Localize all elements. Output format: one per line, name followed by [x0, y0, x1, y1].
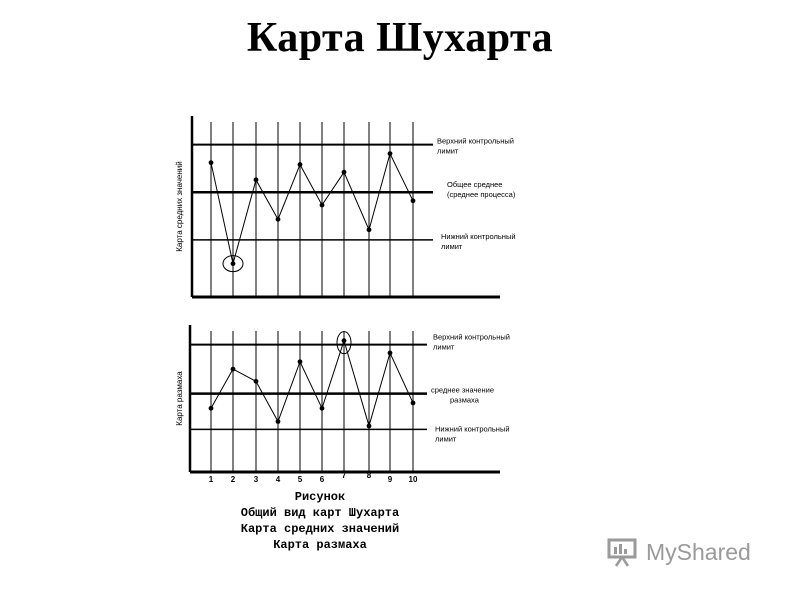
ucl-label-line: Верхний контрольный	[437, 137, 514, 146]
data-point	[366, 227, 372, 233]
x-tick-label: 1	[209, 475, 214, 484]
lcl-label: Нижний контрольный лимит	[441, 232, 516, 251]
ucl-label: Верхний контрольный лимит	[433, 333, 510, 352]
center-line-label-line: размаха	[450, 396, 480, 405]
lcl-label: Нижний контрольный лимит	[435, 424, 510, 443]
data-point	[253, 177, 259, 183]
lcl-label-line: лимит	[441, 242, 463, 251]
data-point	[208, 160, 214, 166]
center-line-label-line: среднее значение	[431, 386, 494, 395]
myshared-logo: MyShared	[606, 537, 751, 567]
data-point	[275, 419, 281, 424]
x-tick-label: 4	[276, 475, 281, 484]
x-tick-label: 7	[342, 471, 347, 480]
data-point	[366, 423, 372, 429]
lcl-label-line: лимит	[435, 434, 457, 443]
data-point	[410, 198, 416, 204]
data-point	[319, 405, 325, 411]
data-point	[208, 405, 214, 411]
caption-line-2: Общий вид карт Шухарта	[240, 506, 400, 520]
ucl-label-line: лимит	[433, 343, 455, 352]
center-line-label: Общее среднее (среднее процесса)	[447, 180, 516, 199]
data-point	[230, 366, 236, 372]
data-line	[210, 338, 414, 428]
caption-line-4: Карта размаха	[273, 538, 367, 552]
data-point	[410, 400, 416, 406]
data-point	[319, 202, 325, 208]
lcl-label-line: Нижний контрольный	[441, 232, 516, 241]
y-axis-label: Карта средних значений	[175, 161, 184, 251]
out-of-control-marker	[222, 255, 244, 273]
data-point	[297, 359, 303, 365]
x-tick-label: 8	[367, 471, 372, 480]
figure-caption: Рисунок Общий вид карт Шухарта Карта сре…	[170, 489, 470, 553]
center-line-label-line: Общее среднее	[447, 180, 502, 189]
data-point	[387, 350, 393, 356]
data-line	[210, 152, 414, 264]
data-point	[253, 378, 259, 384]
x-tick-label: 5	[298, 475, 303, 484]
presentation-board-icon	[607, 538, 637, 567]
ucl-label: Верхний контрольный лимит	[437, 137, 514, 156]
center-line-label: среднее значение размаха	[431, 386, 494, 405]
x-tick-label: 6	[320, 475, 325, 484]
lcl-label-line: Нижний контрольный	[435, 424, 510, 433]
out-of-control-marker	[336, 331, 352, 355]
data-point	[275, 216, 281, 222]
data-point	[230, 261, 236, 267]
x-tick-label: 2	[231, 475, 236, 484]
caption-line-3: Карта средних значений	[240, 522, 400, 536]
data-point	[341, 338, 347, 344]
data-point	[297, 162, 303, 167]
data-point	[341, 169, 347, 175]
caption-line-1: Рисунок	[294, 490, 346, 504]
data-point	[387, 151, 393, 157]
x-tick-label: 10	[409, 475, 418, 484]
center-line-label-line: (среднее процесса)	[447, 190, 516, 199]
logo-text: MyShared	[646, 538, 751, 565]
ucl-label-line: лимит	[437, 147, 459, 156]
page-title: Карта Шухарта	[246, 15, 554, 61]
x-tick-label: 3	[254, 475, 259, 484]
y-axis-label: Карта размаха	[175, 371, 184, 426]
x-tick-label: 9	[388, 475, 393, 484]
ucl-label-line: Верхний контрольный	[433, 333, 510, 342]
